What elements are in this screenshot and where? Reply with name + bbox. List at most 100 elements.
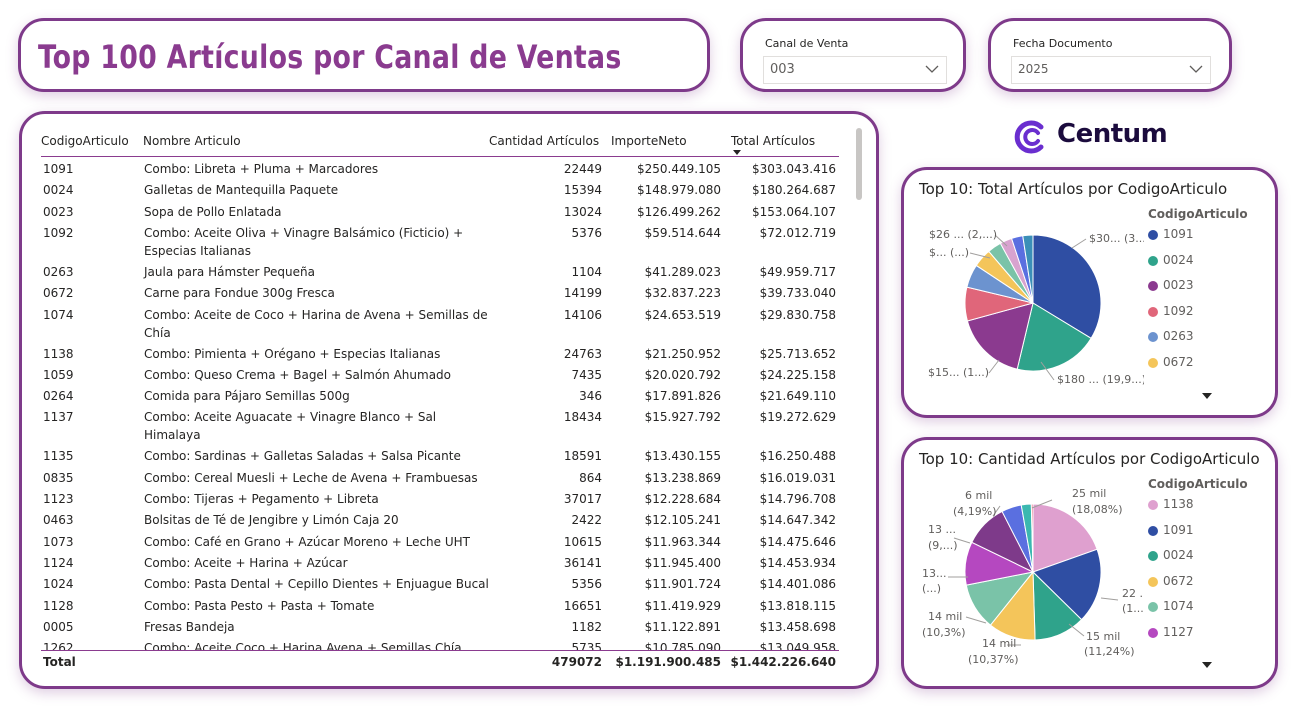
cell-importe: $13.430.155 (644, 449, 721, 464)
cell-cantidad: 7435 (571, 367, 602, 382)
legend-label: 1092 (1163, 303, 1194, 318)
cell-importe: $59.514.644 (644, 225, 721, 240)
cell-cantidad: 18434 (563, 410, 602, 425)
cell-importe: $11.419.929 (644, 598, 721, 613)
leader-line (1031, 499, 1053, 509)
cell-nombre: Combo: Pasta Pesto + Pasta + Tomate (144, 598, 375, 613)
leader-line (988, 359, 1000, 374)
leader-line (994, 234, 1008, 247)
total-total: $1.442.226.640 (730, 655, 836, 669)
cell-importe: $11.901.724 (644, 577, 721, 592)
cell-codigo: 1124 (43, 555, 74, 570)
cell-importe: $15.927.792 (644, 410, 721, 425)
cell-importe: $12.105.241 (644, 513, 721, 528)
legend-label: 1138 (1163, 497, 1194, 511)
cell-codigo: 1024 (43, 577, 74, 592)
leader-line (992, 505, 1001, 517)
cell-cantidad: 5376 (571, 225, 602, 240)
cell-importe: $21.250.952 (644, 346, 721, 361)
pie-slice-0023[interactable] (966, 302, 1034, 370)
cell-codigo: 1135 (43, 449, 74, 464)
centum-logo: Centum (1011, 118, 1181, 156)
cell-cantidad: 22449 (563, 162, 602, 176)
cell-total: $303.043.416 (752, 162, 836, 176)
legend-dot-icon (1148, 525, 1158, 536)
data-label: $15... (1...) (928, 366, 989, 379)
slicer-canal-dropdown[interactable]: 003 (763, 56, 947, 84)
legend-scroll-down-icon[interactable] (1202, 393, 1212, 399)
cell-total: $14.475.646 (759, 534, 836, 549)
column-header-codigo[interactable]: CodigoArticulo (41, 134, 129, 148)
data-label: 14 mil (928, 610, 962, 623)
legend-label: 0263 (1163, 329, 1194, 343)
title-card: Top 100 Artículos por Canal de Ventas (18, 18, 710, 92)
scrollbar[interactable] (856, 128, 862, 200)
cell-total: $14.796.708 (759, 492, 836, 506)
column-header-nombre[interactable]: Nombre Articulo (143, 134, 241, 148)
cell-total: $14.647.342 (759, 513, 836, 528)
cell-codigo: 1137 (43, 410, 74, 425)
cell-importe: $32.837.223 (644, 286, 721, 301)
cell-cantidad: 1104 (571, 264, 602, 279)
slicer-canal-label: Canal de Venta (765, 37, 849, 50)
data-label: $30... (3...) (1089, 232, 1144, 245)
cell-nombre: Combo: Aceite de Coco + Harina de Avena … (144, 307, 488, 340)
data-label: 13... (922, 567, 947, 580)
slicer-fecha-dropdown[interactable]: 2025 (1011, 56, 1211, 84)
data-label: 22 ... (1122, 587, 1144, 600)
cell-total: $153.064.107 (752, 204, 836, 219)
pie-slice-0024[interactable] (1016, 302, 1092, 372)
pie-chart-total: $30... (3...) $180 ... (19,9...) $15... (1… (928, 228, 1144, 386)
pie-slice-1138[interactable] (1032, 503, 1098, 573)
cell-importe: $126.499.262 (637, 204, 721, 219)
cell-importe: $148.979.080 (637, 183, 721, 198)
total-importe: $1.191.900.485 (615, 655, 721, 669)
pie-slice-0264[interactable] (1022, 234, 1034, 304)
pie-slice-1091[interactable] (1032, 548, 1102, 621)
pie-slice-1091[interactable] (1032, 234, 1102, 339)
leader-line (1068, 623, 1085, 637)
legend-label: 0024 (1163, 252, 1194, 267)
leader-line (1040, 361, 1055, 381)
slicer-fecha-value: 2025 (1018, 62, 1049, 76)
column-header-cantidad[interactable]: Cantidad Artículos (489, 134, 600, 148)
chart-title: Top 10: Cantidad Artículos por CodigoArt… (919, 450, 1260, 468)
cell-nombre: Carne para Fondue 300g Fresca (144, 286, 335, 301)
cell-importe: $11.963.344 (644, 534, 721, 549)
legend-dot-icon (1148, 500, 1158, 510)
cell-total: $29.830.758 (759, 307, 836, 322)
cell-nombre: Galletas de Mantequilla Paquete (144, 183, 339, 198)
cell-codigo: 0835 (43, 470, 74, 485)
cell-total: $72.012.719 (759, 225, 836, 240)
cell-codigo: 1138 (43, 346, 74, 361)
cell-codigo: 0023 (43, 204, 74, 219)
page-title: Top 100 Artículos por Canal de Ventas (38, 38, 622, 76)
data-label: 15 mil (1086, 630, 1120, 643)
cell-codigo: 1073 (43, 534, 74, 549)
cell-importe: $41.289.023 (644, 264, 721, 279)
cell-total: $14.453.934 (759, 555, 836, 570)
cell-nombre: Combo: Aceite + Harina + Azúcar (144, 555, 348, 570)
legend-label: 0672 (1163, 573, 1194, 588)
chevron-down-icon (1189, 65, 1203, 73)
logo-text: Centum (1057, 119, 1168, 149)
cell-codigo: 0264 (43, 389, 74, 404)
data-label: (10,3%) (922, 626, 966, 639)
legend-dot-icon (1148, 230, 1158, 240)
cell-importe: $13.238.869 (644, 470, 721, 485)
cell-nombre: Combo: Aceite Aguacate + Vinagre Blanco … (144, 410, 437, 443)
cell-total: $25.713.652 (759, 346, 836, 361)
column-header-importe[interactable]: ImporteNeto (611, 134, 687, 148)
pie-slice-1059[interactable] (1030, 503, 1034, 573)
cell-cantidad: 5356 (571, 577, 602, 592)
total-divider (41, 650, 839, 651)
cell-total: $24.225.158 (759, 367, 836, 382)
cell-codigo: 1123 (43, 492, 74, 506)
column-header-total[interactable]: Total Artículos (731, 134, 816, 148)
legend-scroll-down-icon[interactable] (1202, 662, 1212, 668)
cell-cantidad: 24763 (563, 346, 602, 361)
cell-codigo: 1128 (43, 598, 74, 613)
cell-cantidad: 1182 (571, 619, 602, 634)
cell-importe: $10.785.090 (644, 641, 721, 650)
cell-nombre: Combo: Queso Crema + Bagel + Salmón Ahum… (144, 367, 452, 382)
